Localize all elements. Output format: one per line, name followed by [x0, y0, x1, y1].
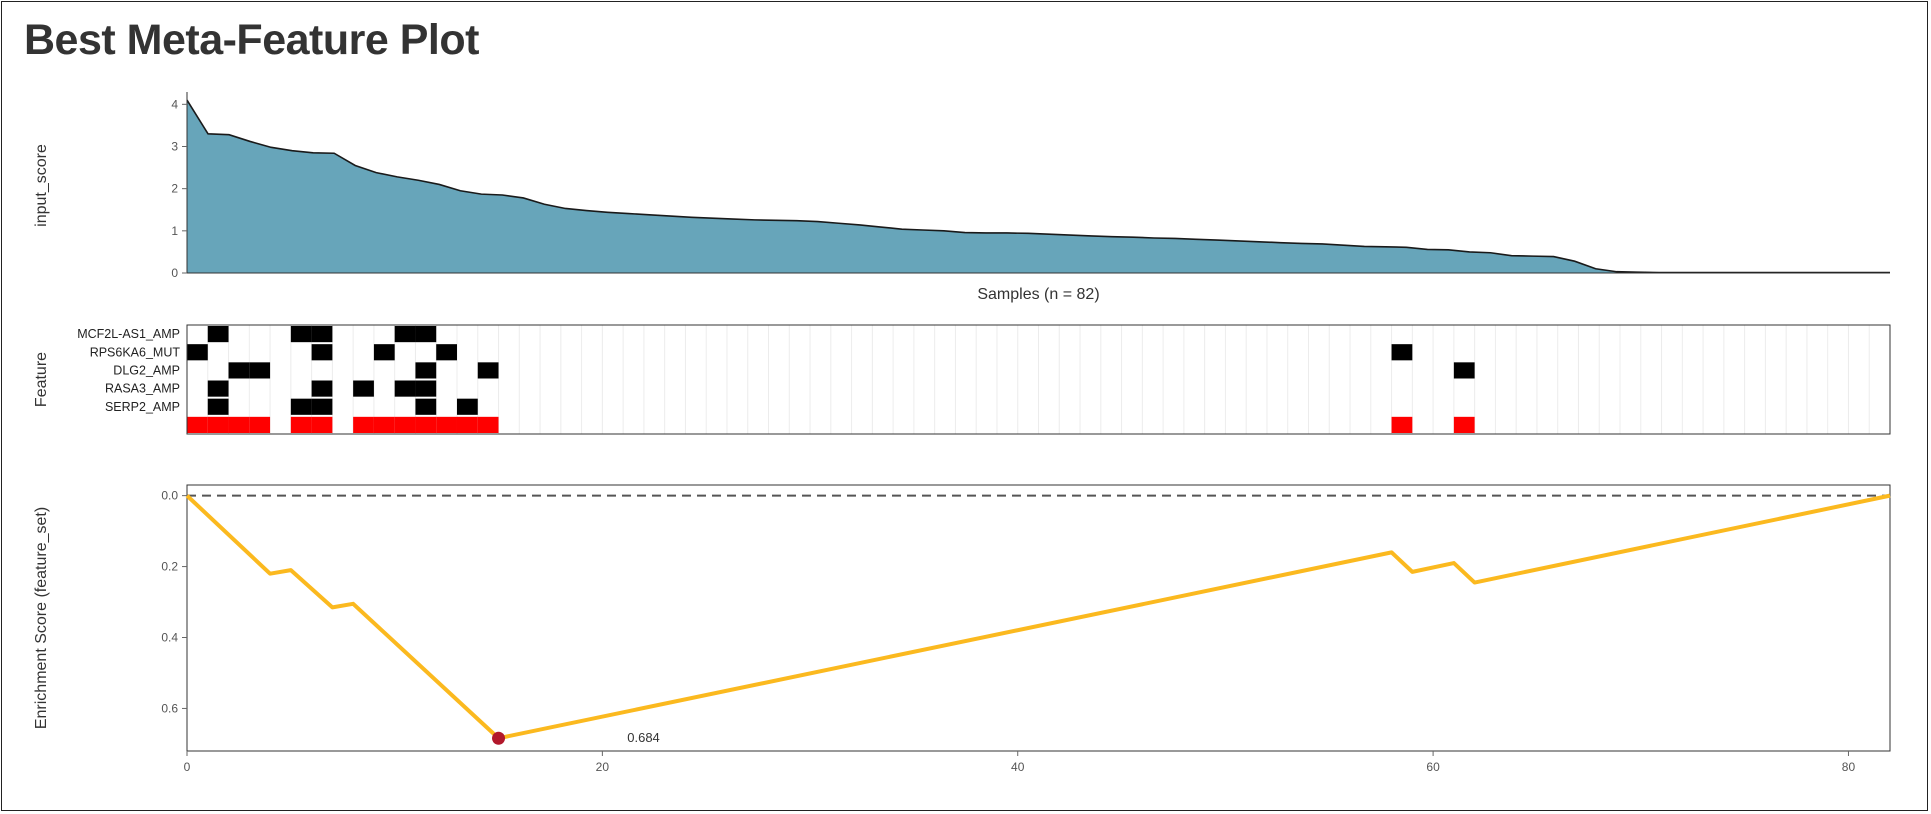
es-y-tick-label: 0.4	[161, 631, 178, 645]
feature-tile	[311, 398, 333, 415]
meta-feature-tile	[373, 416, 395, 433]
feature-tile	[394, 326, 416, 343]
feature-row-label: DLG2_AMP	[113, 363, 180, 377]
feature-tile	[290, 326, 312, 343]
feature-tile	[373, 344, 395, 361]
feature-tile	[415, 362, 437, 379]
feature-tile	[207, 326, 229, 343]
feature-panel-border	[186, 324, 1891, 435]
feature-tile	[311, 380, 333, 397]
meta-feature-tile	[228, 416, 250, 433]
feature-row-label: MCF2L-AS1_AMP	[77, 327, 180, 341]
es-x-tick-label: 80	[1842, 760, 1856, 774]
feature-tile	[477, 362, 499, 379]
input-score-line	[186, 99, 1890, 274]
es-y-tick-label: 0.2	[161, 560, 178, 574]
es-x-tick-label: 0	[184, 760, 191, 774]
feature-tile	[456, 398, 478, 415]
input-score-y-tick-label: 3	[171, 139, 178, 153]
meta-feature-tile	[1391, 416, 1413, 433]
es-panel-border	[186, 484, 1891, 752]
meta-feature-tile	[1453, 416, 1475, 433]
feature-tile	[228, 362, 250, 379]
feature-tile	[207, 398, 229, 415]
feature-tile	[311, 344, 333, 361]
es-x-tick-label: 40	[1011, 760, 1025, 774]
input-score-y-tick-label: 1	[171, 224, 178, 238]
samples-x-label: Samples (n = 82)	[977, 286, 1099, 303]
es-x-tick-label: 20	[596, 760, 610, 774]
es-y-tick-label: 0.0	[161, 489, 178, 503]
es-y-tick-label: 0.6	[161, 701, 178, 715]
meta-feature-tile	[311, 416, 333, 433]
feature-tile	[187, 344, 208, 361]
meta-feature-tile	[415, 416, 437, 433]
input-score-y-label: input_score	[33, 144, 50, 227]
meta-feature-tile	[249, 416, 271, 433]
max-enrichment-point	[492, 731, 506, 745]
feature-row-label: SERP2_AMP	[105, 400, 180, 414]
feature-row-label: RASA3_AMP	[105, 382, 180, 396]
feature-tile	[311, 326, 333, 343]
meta-feature-tile	[436, 416, 457, 433]
feature-tile	[415, 380, 437, 397]
input-score-y-tick-label: 2	[171, 182, 178, 196]
feature-tile	[1453, 362, 1475, 379]
feature-y-label: Feature	[33, 352, 50, 407]
feature-tile	[415, 398, 437, 415]
enrichment-score-line	[185, 493, 1891, 741]
es-y-label: Enrichment Score (feature_set)	[33, 507, 50, 729]
meta-feature-tile	[477, 416, 499, 433]
page-title: Best Meta-Feature Plot	[24, 16, 479, 64]
input-score-y-tick-label: 0	[171, 266, 178, 280]
input-score-y-tick-label: 4	[171, 97, 178, 111]
meta-feature-tile	[353, 416, 374, 433]
feature-tile	[207, 380, 229, 397]
feature-tile	[1391, 344, 1413, 361]
feature-tile	[436, 344, 457, 361]
feature-tile	[290, 398, 312, 415]
feature-tile	[249, 362, 271, 379]
max-enrichment-label: 0.684	[627, 730, 660, 745]
meta-feature-tile	[187, 416, 208, 433]
feature-tile	[353, 380, 374, 397]
meta-feature-tile	[290, 416, 312, 433]
feature-tile	[394, 380, 416, 397]
meta-feature-tile	[394, 416, 416, 433]
feature-tile	[415, 326, 437, 343]
input-score-area	[187, 100, 1890, 273]
meta-feature-tile	[207, 416, 229, 433]
es-x-tick-label: 60	[1426, 760, 1440, 774]
meta-feature-tile	[456, 416, 478, 433]
feature-row-label: RPS6KA6_MUT	[90, 345, 181, 359]
